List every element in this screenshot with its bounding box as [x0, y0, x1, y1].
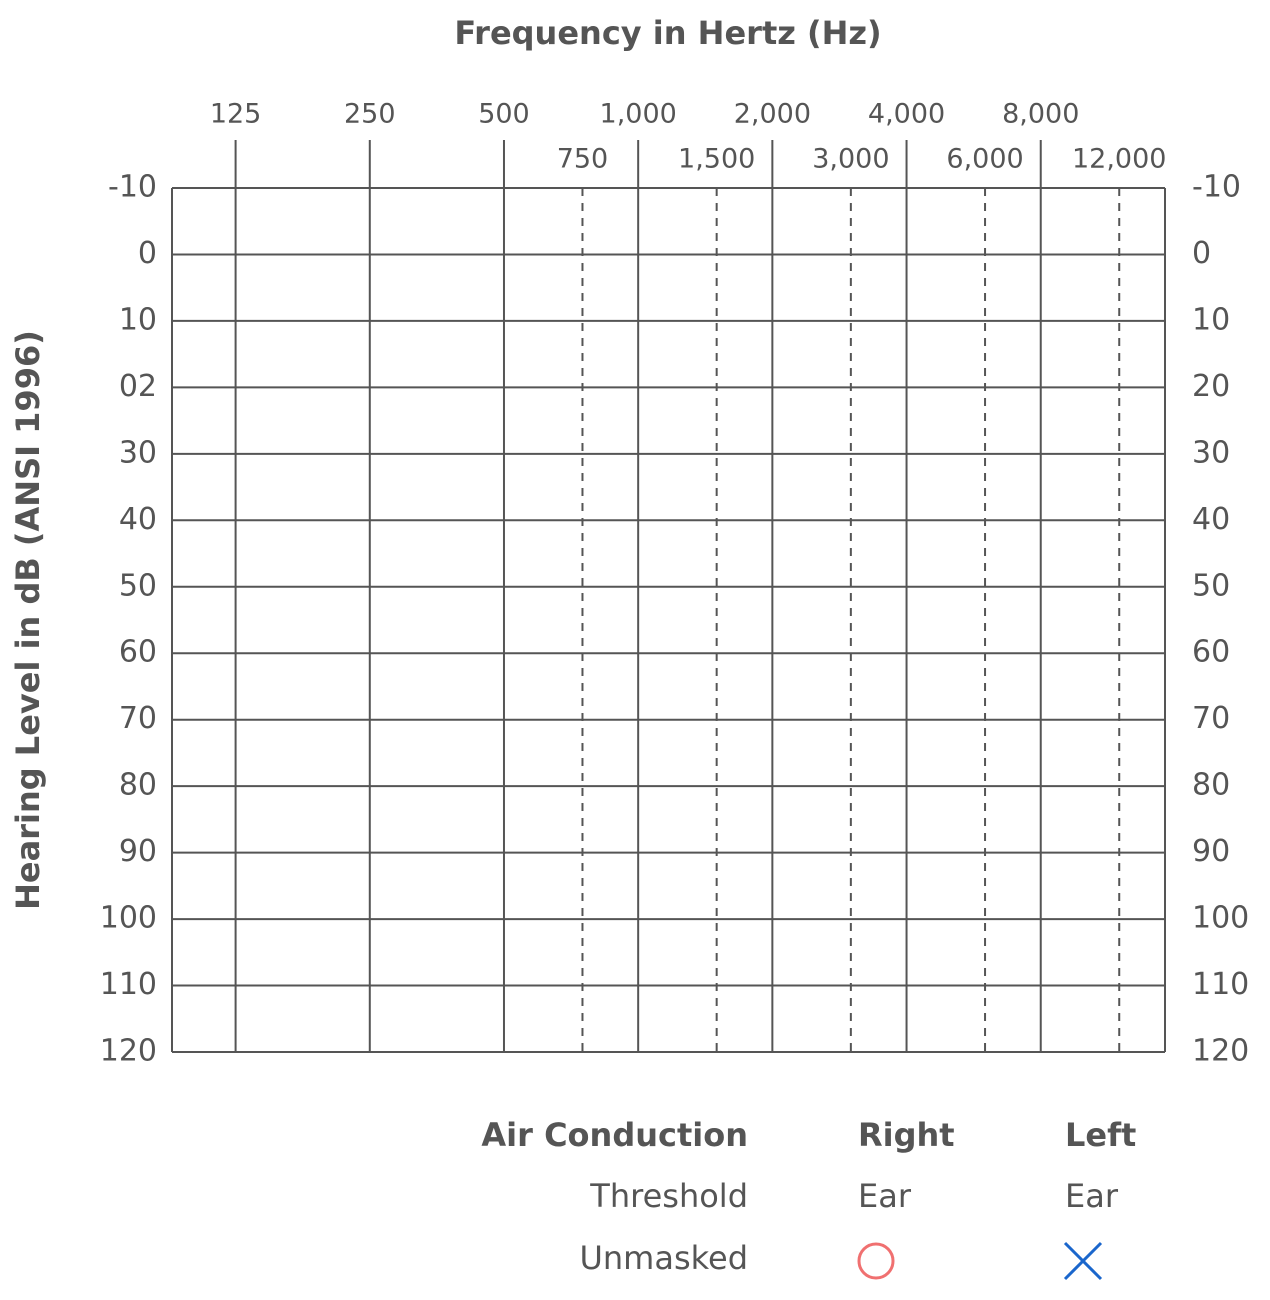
- x-minor-tick-label: 1,500: [678, 144, 755, 175]
- y2-tick-label: 120: [1192, 1034, 1249, 1069]
- x-minor-tick-label: 12,000: [1072, 144, 1166, 175]
- y2-tick-label: 30: [1192, 435, 1230, 470]
- x-tick-label: 500: [478, 99, 530, 130]
- x-tick-label: 125: [210, 99, 262, 130]
- y2-tick-label: 80: [1192, 768, 1230, 803]
- y-tick-label: 40: [119, 502, 157, 537]
- legend-column-sub: Ear: [858, 1177, 912, 1215]
- y-tick-label: 0: [138, 236, 157, 271]
- y2-tick-label: 70: [1192, 701, 1230, 736]
- legend-column-sub: Ear: [1065, 1177, 1119, 1215]
- y-tick-label: 50: [119, 568, 157, 603]
- legend-marker: [1063, 1241, 1103, 1281]
- x-minor-tick-label: 3,000: [812, 144, 889, 175]
- y-axis-label: Hearing Level in dB (ANSI 1996): [9, 330, 47, 910]
- legend-marker: [857, 1242, 895, 1280]
- y-tick-label: 120: [100, 1034, 157, 1069]
- y2-tick-label: 60: [1192, 635, 1230, 670]
- x-minor-tick-label: 750: [557, 144, 609, 175]
- x-tick-label: 1,000: [600, 99, 677, 130]
- y-tick-label: 30: [119, 435, 157, 470]
- y-tick-label: 90: [119, 834, 157, 869]
- y-tick-label: 80: [119, 768, 157, 803]
- x-tick-label: 8,000: [1002, 99, 1079, 130]
- y-tick-label: 02: [119, 369, 157, 404]
- x-tick-label: 4,000: [868, 99, 945, 130]
- x-tick-label: 2,000: [734, 99, 811, 130]
- y-tick-label: 10: [119, 302, 157, 337]
- legend-row-label: Unmasked: [579, 1239, 748, 1277]
- legend-heading: Air Conduction: [481, 1116, 748, 1154]
- y2-tick-label: 10: [1192, 302, 1230, 337]
- chart-title: Frequency in Hertz (Hz): [454, 14, 881, 52]
- y-tick-label: 70: [119, 701, 157, 736]
- y2-tick-label: 100: [1192, 901, 1249, 936]
- legend-subheading: Threshold: [589, 1177, 748, 1215]
- y-tick-label: -10: [108, 170, 157, 205]
- y2-tick-label: 20: [1192, 369, 1230, 404]
- x-tick-label: 250: [344, 99, 396, 130]
- y2-tick-label: 110: [1192, 967, 1249, 1002]
- y2-tick-label: 50: [1192, 568, 1230, 603]
- y2-tick-label: 0: [1192, 236, 1211, 271]
- y-tick-label: 60: [119, 635, 157, 670]
- legend-column: Left: [1065, 1116, 1136, 1154]
- y2-tick-label: 90: [1192, 834, 1230, 869]
- y2-tick-label: 40: [1192, 502, 1230, 537]
- legend-column: Right: [858, 1116, 955, 1154]
- x-minor-tick-label: 6,000: [946, 144, 1023, 175]
- y-tick-label: 110: [100, 967, 157, 1002]
- y-tick-label: 100: [100, 901, 157, 936]
- y2-tick-label: -10: [1192, 170, 1241, 205]
